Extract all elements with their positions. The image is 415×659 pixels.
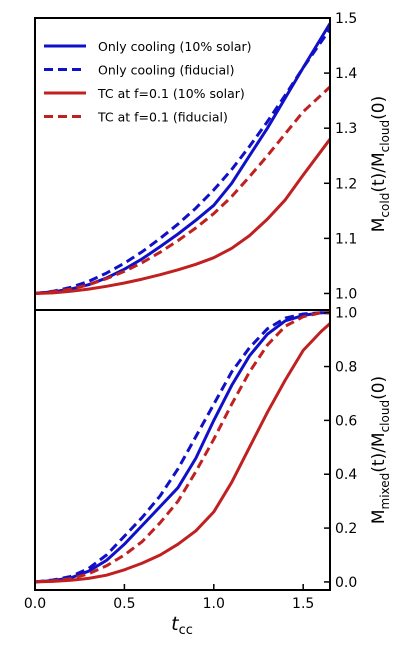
bottom-ylabel-part-main: M	[369, 510, 389, 525]
top-ylabel-part-mid: (t)/M	[369, 152, 389, 192]
bottom-xtick-label-2: 0.5	[113, 596, 135, 612]
bottom-ylabel-part-sub2: cloud	[378, 400, 392, 433]
bottom-series-line-3	[34, 322, 332, 584]
top-series-line-3	[34, 138, 332, 295]
bottom-series-line-2	[34, 311, 330, 584]
bottom-ytick-label-4: 0.6	[335, 413, 357, 429]
bottom-ytick-label-6: 1.0	[335, 306, 357, 322]
legend-label-3: TC at f=0.1 (10% solar)	[97, 86, 245, 101]
bottom-series-line-1	[34, 311, 330, 584]
bottom-series-line-4	[34, 311, 330, 584]
bottom-xtick-label-1: 0.0	[24, 596, 46, 612]
bottom-axes-frame	[34, 309, 331, 591]
bottom-xtick-label-3: 1.0	[203, 596, 225, 612]
xlabel-sub: cc	[179, 623, 193, 638]
top-ylabel-part-end: (0)	[369, 96, 389, 120]
legend: Only cooling (10% solar) Only cooling (fi…	[44, 39, 252, 125]
y-axis-label-top: Mcold(t)/Mcloud(0)	[369, 96, 392, 232]
legend-label-2: Only cooling (fiducial)	[98, 63, 235, 78]
top-ylabel-part-main: M	[369, 218, 389, 233]
top-series-line-2	[34, 28, 332, 295]
bottom-ylabel-part-end: (0)	[369, 376, 389, 400]
bottom-ytick-label-3: 0.4	[335, 467, 357, 483]
bottom-xtick-label-4: 1.5	[292, 596, 314, 612]
legend-label-4: TC at f=0.1 (fiducial)	[97, 110, 228, 125]
top-ytick-label-2: 1.1	[335, 231, 357, 247]
legend-label-1: Only cooling (10% solar)	[98, 39, 252, 54]
top-series-line-4	[34, 85, 332, 295]
top-ytick-label-3: 1.2	[335, 176, 357, 192]
x-axis-label: tcc	[171, 613, 193, 638]
xlabel-main: t	[171, 613, 180, 635]
top-ylabel-part-sub2: cloud	[378, 120, 392, 153]
top-panel: 1.0 1.1 1.2 1.3 1.4 1.5	[34, 11, 357, 311]
top-ylabel-part-sub: cold	[378, 193, 392, 218]
y-axis-label-bottom: Mmixed(t)/Mcloud(0)	[369, 376, 392, 524]
top-ytick-label-6: 1.5	[335, 11, 357, 27]
bottom-panel: 0.0 0.2 0.4 0.6 0.8 1.0 0.0 0.5 1.0 1.5	[24, 306, 357, 612]
bottom-ytick-label-5: 0.8	[335, 360, 357, 376]
bottom-ylabel-part-mid: (t)/M	[369, 432, 389, 472]
top-ytick-label-4: 1.3	[335, 121, 357, 137]
top-ytick-label-1: 1.0	[335, 286, 357, 302]
bottom-ytick-label-2: 0.2	[335, 521, 357, 537]
top-ytick-label-5: 1.4	[335, 66, 357, 82]
bottom-ylabel-part-sub: mixed	[378, 473, 392, 510]
bottom-ytick-label-1: 0.0	[335, 575, 357, 591]
